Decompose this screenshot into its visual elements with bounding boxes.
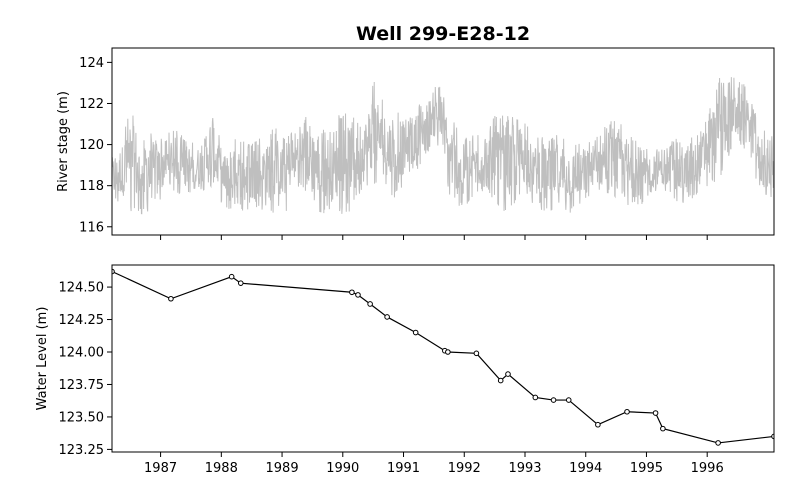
axes-frame [111,264,775,453]
water-level-point [715,440,721,446]
x-tick-label: 1990 [326,461,359,476]
water-level-point [660,425,666,432]
y-tick-label: 116 [79,220,104,235]
water-level-plot-area [112,268,774,446]
water-level-point [367,301,373,307]
x-tick-label: 1987 [144,461,177,476]
x-tick-label: 1996 [691,461,724,476]
x-tick-label: 1994 [569,461,602,476]
water-level-point [565,397,572,403]
chart-title: Well 299-E28-12 [356,23,530,45]
water-level-point [771,433,774,440]
water-level-point [497,377,504,384]
y-tick-label: 123.75 [59,378,105,393]
y-tick-label: 120 [79,138,104,153]
river-stage-series [112,77,774,215]
water-level-panel: 123.25 123.50 123.75 124.00 124.25 124.50 1987… [35,264,775,476]
y-tick-label: 124.00 [59,346,105,361]
y-tick-label: 124.50 [59,281,105,296]
water-level-point [412,329,419,336]
x-tick-label: 1991 [387,461,420,476]
water-level-point [237,280,244,286]
water-level-point [384,314,390,320]
water-level-point [355,292,361,298]
water-level-point [228,273,235,280]
water-level-point [445,349,451,355]
water-level-point [652,410,659,416]
water-level-point [595,421,601,428]
water-level-point [532,394,539,401]
y-tick-label: 124.25 [59,313,105,328]
x-tick-label: 1989 [266,461,299,476]
water-level-point [624,408,630,415]
axes-frame [111,47,775,236]
y-tick-label: 124 [79,56,104,71]
x-tick-label: 1995 [630,461,663,476]
water-level-point [168,295,174,302]
y-tick-label: 123.50 [59,410,105,425]
water-level-point [112,268,115,275]
water-level-point [349,289,355,296]
x-tick-label: 1992 [448,461,481,476]
y-tick-label: 118 [79,179,104,194]
water-level-point [473,350,480,357]
y-tick-label: 123.25 [59,443,105,458]
water-level-point [505,371,511,377]
y-axis-label-river-stage: River stage (m) [56,91,71,192]
x-tick-label: 1993 [508,461,541,476]
river-stage-plot-area [112,77,774,215]
river-stage-panel: 116 118 120 122 124 River stage (m) [56,47,775,240]
x-tick-label: 1988 [205,461,238,476]
y-tick-label: 122 [79,97,104,112]
y-axis-label-water-level: Water Level (m) [35,307,50,411]
water-level-point [550,397,557,403]
